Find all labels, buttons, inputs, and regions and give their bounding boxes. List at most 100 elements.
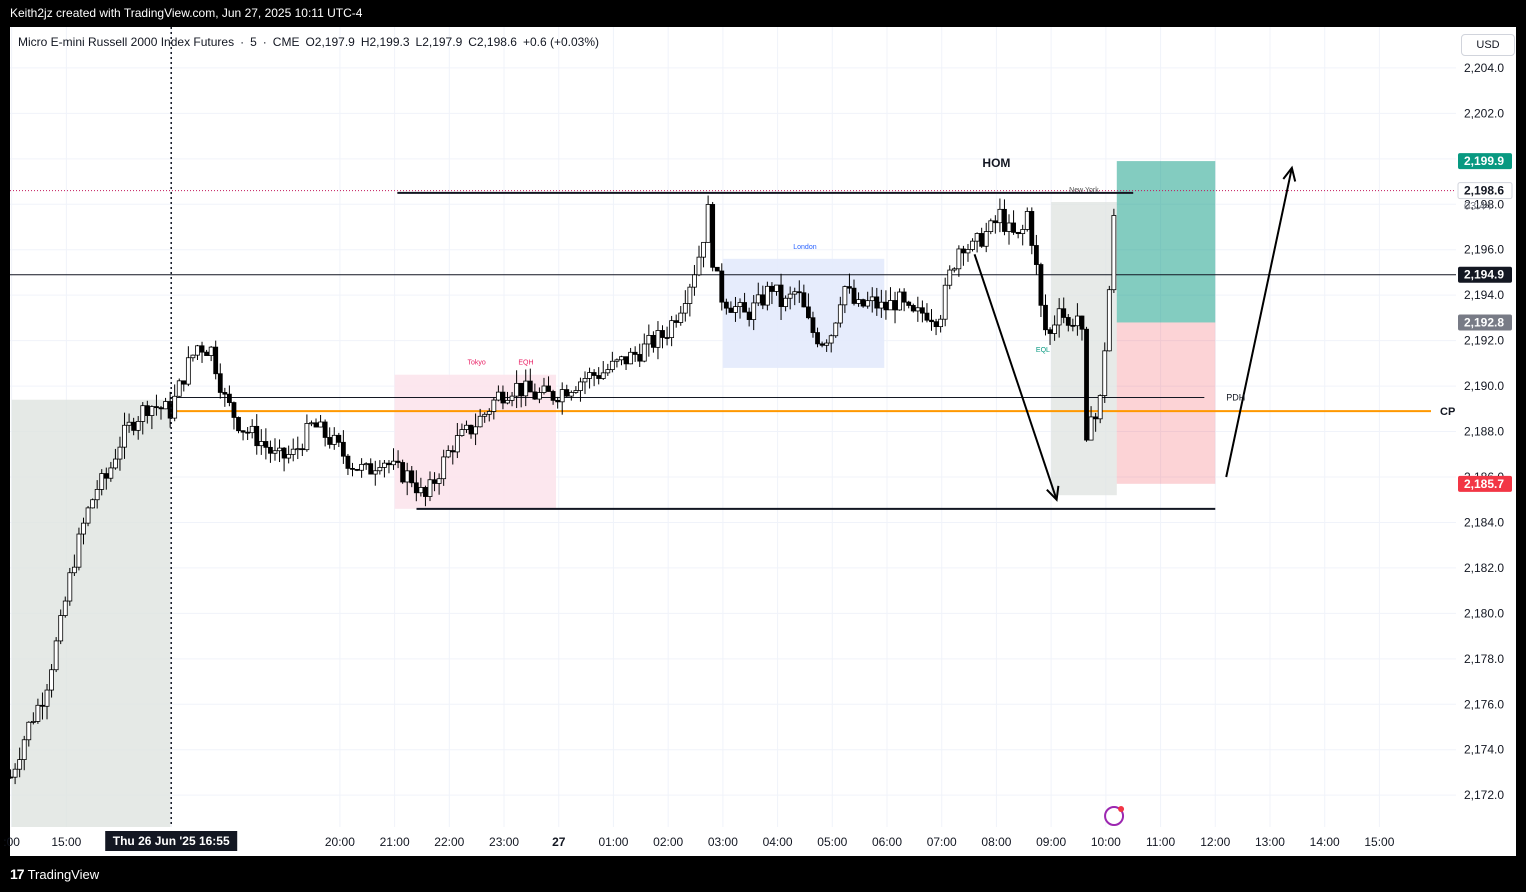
candle-body <box>815 332 820 345</box>
candle-body <box>331 434 337 445</box>
candle-body <box>600 372 606 379</box>
eql-label: EQL <box>1036 347 1050 354</box>
candle-body <box>819 343 825 346</box>
candle-body <box>1102 350 1108 396</box>
candle-body <box>67 572 73 602</box>
candle-body <box>400 462 406 483</box>
candle-body <box>340 441 346 457</box>
candle-body <box>299 448 305 451</box>
candle-body <box>974 233 980 242</box>
candle-body <box>185 357 191 385</box>
candle-body <box>787 293 793 299</box>
candle-body <box>1097 395 1103 420</box>
candle-body <box>687 286 693 304</box>
candle-body <box>919 307 925 314</box>
candle-body <box>1038 264 1044 306</box>
candle-body <box>733 306 738 313</box>
candle-body <box>1043 304 1048 331</box>
candle-body <box>906 301 912 306</box>
candle-body <box>742 302 747 313</box>
candle-body <box>746 311 752 320</box>
candle-body <box>363 463 369 466</box>
price-tick-label: 2,176.0 <box>1464 697 1504 711</box>
notification-dot-icon <box>1118 806 1125 812</box>
candle-body <box>140 405 146 422</box>
candle-body <box>892 300 898 311</box>
drawn-arrow-line <box>973 253 1058 501</box>
candle-body <box>176 380 182 397</box>
candle-body <box>874 296 880 309</box>
crosshair-time-badge <box>105 831 238 851</box>
candle-body <box>85 507 91 524</box>
currency-button[interactable]: USD <box>1461 34 1515 56</box>
candle-body <box>1093 416 1099 420</box>
tokyo-session-label: Tokyo <box>468 360 486 367</box>
lightning-icon <box>1104 806 1125 826</box>
candle-body <box>555 399 561 403</box>
candle-body <box>537 392 542 400</box>
chart-legend: Micro E-mini Russell 2000 Index Futures … <box>18 35 599 49</box>
price-badge-label: 2,199.9 <box>1464 154 1504 168</box>
candle-body <box>664 337 670 339</box>
legend-symbol: Micro E-mini Russell 2000 Index Futures <box>18 35 235 49</box>
candle-body <box>632 351 638 355</box>
candle-body <box>856 299 861 304</box>
candle-body <box>281 447 287 459</box>
position-stop-zone <box>1116 322 1216 484</box>
candle-body <box>682 303 688 314</box>
candle-body <box>486 411 492 415</box>
candle-body <box>1061 308 1067 318</box>
candle-body <box>90 499 96 509</box>
candle-body <box>1070 324 1076 327</box>
candle-body <box>441 456 447 480</box>
candle-body <box>172 395 178 419</box>
candle-body <box>901 291 907 303</box>
candle-body <box>49 669 54 691</box>
candle-body <box>254 425 260 447</box>
candle-body <box>327 437 333 445</box>
candle-body <box>1052 324 1058 334</box>
candle-body <box>806 306 811 319</box>
time-tick-label: 03:00 <box>708 835 738 849</box>
candle-body <box>468 424 474 435</box>
candle-body <box>837 304 843 324</box>
candle-body <box>792 291 798 295</box>
time-tick-label: 09:00 <box>1036 835 1066 849</box>
candle-body <box>236 417 241 432</box>
tradingview-logo-icon: 17 <box>10 866 25 882</box>
candle-body <box>1029 211 1035 246</box>
candle-body <box>997 208 1003 224</box>
candle-body <box>883 301 889 311</box>
candle-body <box>701 241 706 258</box>
newyork-session-label: New York <box>1069 187 1099 194</box>
candle-body <box>199 345 205 353</box>
candle-body <box>1015 231 1021 235</box>
time-tick-label: 15:00 <box>51 835 81 849</box>
candle-body <box>897 291 902 311</box>
candle-body <box>62 600 68 616</box>
candle-body <box>473 426 478 435</box>
candle-body <box>1006 222 1012 232</box>
eqh-label: EQH <box>518 360 533 367</box>
candle-body <box>459 429 465 436</box>
pdh-label: PDH <box>1226 392 1245 402</box>
candle-body <box>865 300 871 307</box>
candle-body <box>614 359 620 362</box>
candle-body <box>167 401 173 419</box>
candle-body <box>655 330 661 348</box>
candle-body <box>35 704 41 722</box>
candle-body <box>992 220 998 224</box>
time-axis <box>10 827 1516 856</box>
candle-body <box>295 448 301 451</box>
time-tick-label: 08:00 <box>981 835 1011 849</box>
tradingview-footer: 17 TradingView <box>10 866 99 882</box>
candle-body <box>81 522 86 535</box>
candle-body <box>541 385 547 393</box>
candle-body <box>573 390 579 393</box>
candle-body <box>751 302 757 320</box>
candle-body <box>705 204 711 243</box>
candle-body <box>181 380 187 385</box>
candle-body <box>263 441 269 448</box>
